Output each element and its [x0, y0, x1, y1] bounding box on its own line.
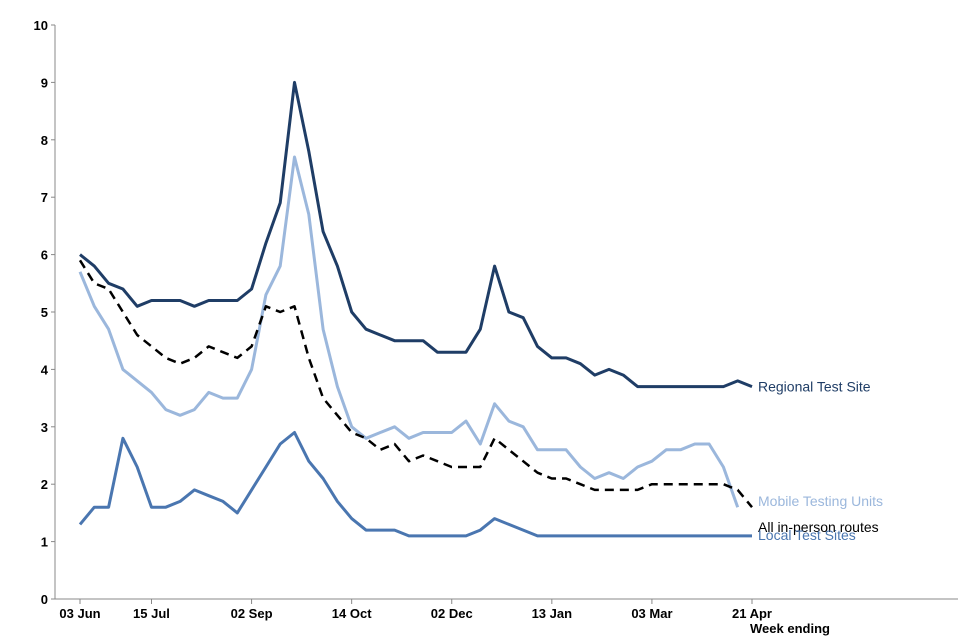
x-tick-label: 21 Apr — [732, 606, 772, 621]
series-line-regional-test-site — [79, 80, 753, 389]
series-label-regional-test-site: Regional Test Site — [758, 379, 871, 395]
series-line-all-in-person-routes — [78, 259, 753, 508]
series-line-mobile-testing-units — [78, 155, 740, 508]
y-tick-label: 6 — [41, 248, 48, 263]
x-axis-ticks: 03 Jun 15 Jul 02 Sep 14 Oct 02 Dec 13 Jan 03 M… — [59, 599, 772, 621]
y-axis-ticks: 0 1 2 3 4 5 6 7 8 9 10 — [34, 18, 55, 607]
series-label-all-in-person-routes: All in-person routes — [758, 519, 879, 535]
chart-axes — [54, 25, 958, 600]
y-tick-label: 5 — [41, 305, 48, 320]
y-tick-label: 9 — [41, 75, 48, 90]
series-label-local-test-sites: Local Test Sites — [758, 527, 856, 543]
series-lines — [78, 80, 753, 538]
y-tick-label: 1 — [41, 535, 48, 550]
x-tick-label: 03 Mar — [631, 606, 672, 621]
x-tick-label: 15 Jul — [133, 606, 170, 621]
x-tick-label: 02 Dec — [431, 606, 473, 621]
x-axis-title: Week ending — [750, 621, 830, 636]
y-tick-label: 2 — [41, 477, 48, 492]
y-tick-label: 4 — [41, 362, 49, 377]
y-tick-label: 0 — [41, 592, 48, 607]
series-label-mobile-testing-units: Mobile Testing Units — [758, 493, 883, 509]
y-tick-label: 10 — [34, 18, 48, 33]
x-tick-label: 03 Jun — [59, 606, 100, 621]
x-tick-label: 14 Oct — [332, 606, 372, 621]
y-tick-label: 7 — [41, 190, 48, 205]
series-line-local-test-sites — [78, 431, 752, 538]
x-tick-label: 13 Jan — [532, 606, 573, 621]
x-tick-label: 02 Sep — [231, 606, 273, 621]
series-labels: Regional Test Site Mobile Testing Units Al… — [758, 379, 883, 543]
y-tick-label: 8 — [41, 133, 48, 148]
y-tick-label: 3 — [41, 420, 48, 435]
